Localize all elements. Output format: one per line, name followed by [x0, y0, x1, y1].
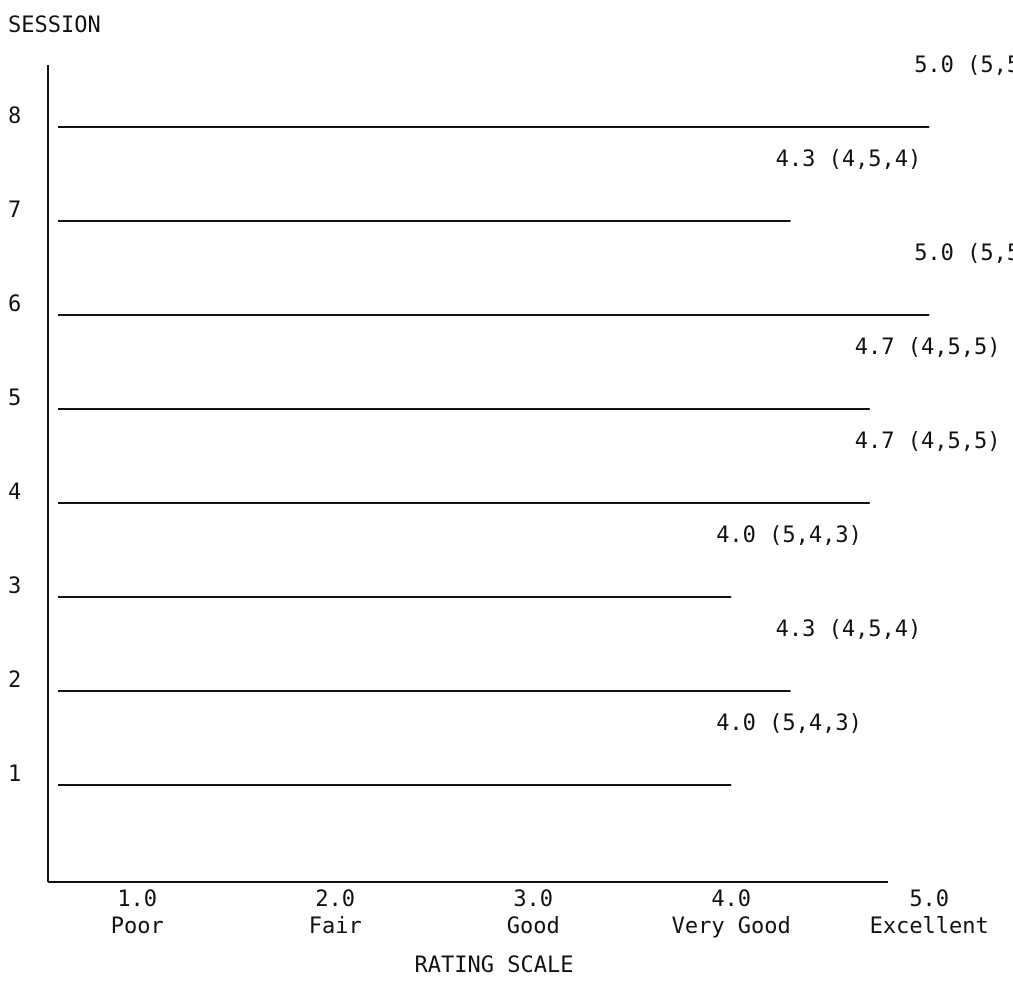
- x-tick-sublabel-5.0: Excellent: [870, 914, 989, 939]
- data-label-session-8: 5.0 (5,5,5): [914, 53, 1013, 78]
- data-label-session-7: 4.3 (4,5,4): [776, 147, 922, 172]
- bars-group: 4.0 (5,4,3) 4.3 (4,5,4) 4.0 (5,4,3) 4.7 (4,…: [58, 53, 1013, 786]
- data-label-session-3: 4.0 (5,4,3): [716, 523, 862, 548]
- x-tick-label-5.0: 5.0: [909, 887, 949, 912]
- y-tick-label-5: 5: [8, 386, 21, 411]
- data-label-session-5: 4.7 (4,5,5): [855, 335, 1001, 360]
- y-tick-label-6: 6: [8, 292, 21, 317]
- x-tick-label-4.0: 4.0: [711, 887, 751, 912]
- x-tick-sublabel-1.0: Poor: [111, 914, 164, 939]
- data-label-session-1: 4.0 (5,4,3): [716, 711, 862, 736]
- x-tick-label-1.0: 1.0: [117, 887, 157, 912]
- y-tick-label-4: 4: [8, 480, 21, 505]
- y-tick-labels: 1 2 3 4 5 6 7 8: [8, 104, 21, 787]
- data-label-session-2: 4.3 (4,5,4): [776, 617, 922, 642]
- data-label-session-6: 5.0 (5,5,5): [914, 241, 1013, 266]
- x-tick-sublabel-2.0: Fair: [309, 914, 362, 939]
- y-axis-title: SESSION: [8, 13, 101, 38]
- y-tick-label-8: 8: [8, 104, 21, 129]
- x-tick-label-3.0: 3.0: [513, 887, 553, 912]
- y-tick-label-2: 2: [8, 668, 21, 693]
- y-tick-label-3: 3: [8, 574, 21, 599]
- x-tick-label-2.0: 2.0: [315, 887, 355, 912]
- y-tick-label-7: 7: [8, 198, 21, 223]
- x-tick-sublabel-3.0: Good: [507, 914, 560, 939]
- data-label-session-4: 4.7 (4,5,5): [855, 429, 1001, 454]
- y-tick-label-1: 1: [8, 762, 21, 787]
- x-axis-title: RATING SCALE: [415, 953, 574, 978]
- x-tick-sublabel-4.0: Very Good: [672, 914, 791, 939]
